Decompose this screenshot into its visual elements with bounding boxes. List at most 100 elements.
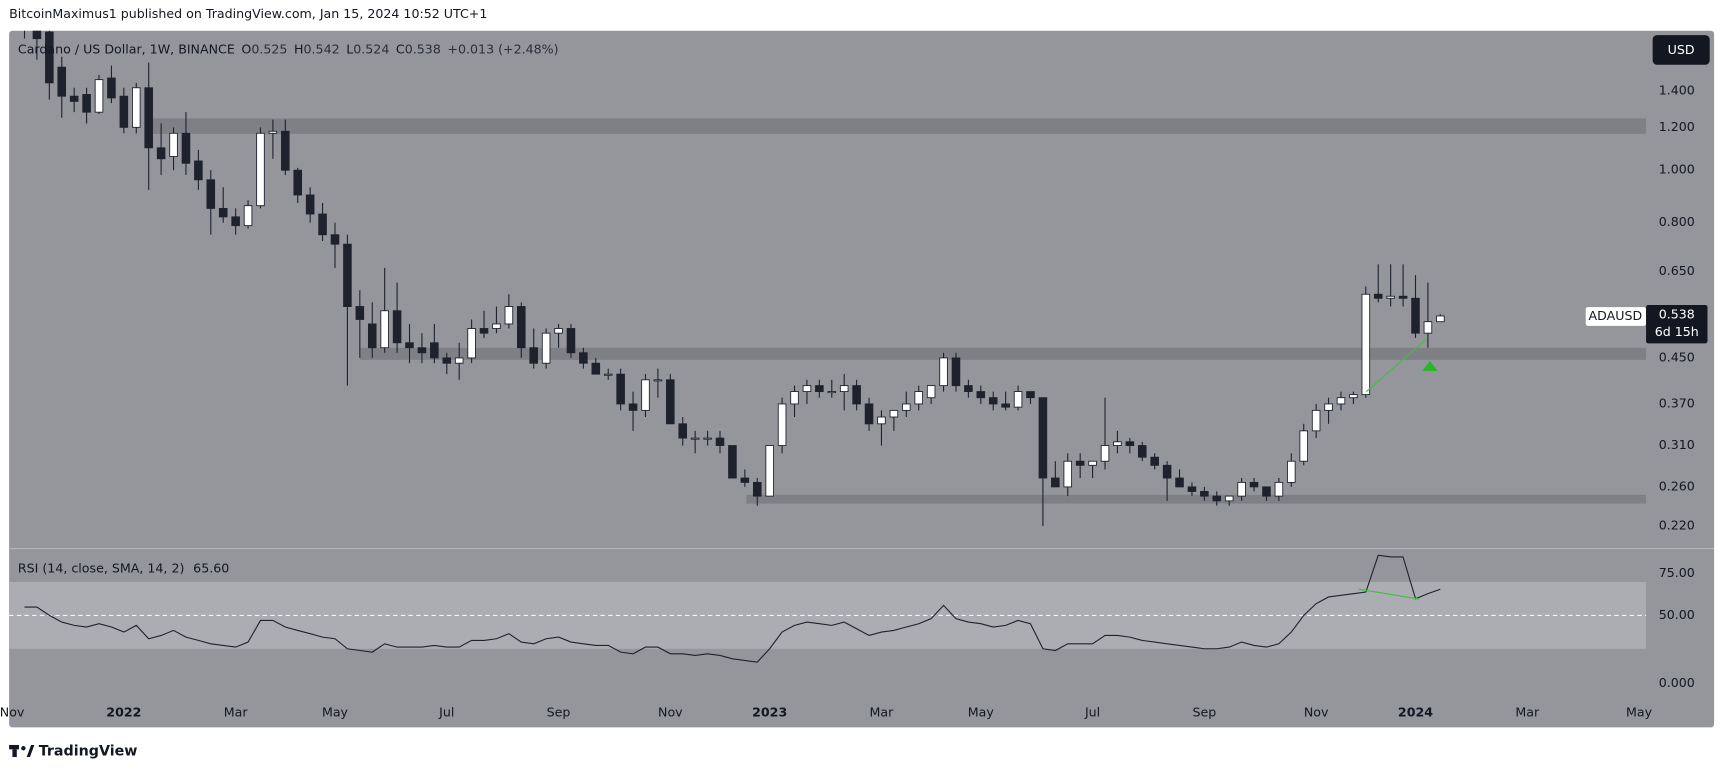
candle-body	[653, 379, 663, 382]
candle-body	[703, 437, 712, 440]
legend-title: Cardano / US Dollar, 1W, BINANCE	[18, 41, 235, 56]
candle-body	[293, 169, 303, 196]
candle-body	[256, 132, 265, 207]
candle-body	[107, 77, 116, 99]
candle-body	[554, 328, 563, 334]
candle-body	[902, 403, 911, 411]
candle-body	[1187, 486, 1197, 492]
bullish-arrow	[1422, 360, 1438, 371]
chart-background	[9, 30, 1715, 728]
candle-body	[1311, 409, 1321, 432]
rsi-plot	[24, 554, 1441, 663]
candle-body	[281, 130, 290, 171]
rsi-title: RSI (14, close, SMA, 14, 2)	[18, 560, 185, 575]
candle-body	[1150, 456, 1159, 466]
rsi-tick-label: 75.00	[1659, 565, 1695, 580]
price-plot	[23, 30, 1445, 527]
candle-body	[119, 95, 129, 128]
y-tick-label: 0.650	[1659, 263, 1695, 278]
candle-body	[529, 347, 538, 364]
x-tick-label: 2022	[106, 705, 141, 720]
y-tick-label: 1.400	[1659, 83, 1695, 98]
candle-body	[616, 373, 625, 405]
candle-body	[1249, 481, 1259, 488]
logo-shape	[12, 749, 17, 758]
candle-body	[479, 328, 489, 334]
candle-body	[666, 379, 675, 425]
logo-shape	[21, 746, 26, 751]
candle-body	[827, 391, 837, 394]
candle-body	[231, 216, 240, 227]
candle-body	[45, 31, 54, 84]
candle-body	[1299, 430, 1309, 462]
y-tick-label: 0.310	[1659, 437, 1695, 452]
candle-body	[144, 87, 153, 149]
candle-body	[392, 310, 402, 344]
candle-body	[1100, 445, 1110, 462]
candle-body	[131, 87, 141, 128]
candle-body	[1423, 321, 1433, 334]
rsi-line	[24, 554, 1441, 663]
candle-body	[1088, 460, 1097, 466]
candle-body	[405, 342, 414, 349]
candle-body	[790, 391, 799, 405]
candle-body	[181, 132, 191, 164]
candle-body	[1287, 460, 1296, 483]
candle-body	[430, 342, 439, 359]
candle-body	[194, 160, 203, 181]
symbol-tag	[1585, 307, 1647, 326]
candle-body	[715, 437, 725, 446]
y-tick-label: 0.370	[1659, 395, 1695, 410]
candle-body	[1237, 481, 1246, 497]
candle-body	[206, 179, 216, 209]
candle-body	[504, 306, 514, 325]
candle-body	[877, 416, 886, 425]
ohlc-letter: C	[396, 41, 405, 56]
x-tick-label: Nov	[0, 705, 25, 720]
candle-body	[815, 385, 824, 393]
candle-body	[32, 30, 42, 40]
candle-body	[678, 423, 688, 439]
candle-body	[976, 391, 986, 399]
rsi-tick-label: 50.00	[1659, 607, 1695, 622]
candle-body	[268, 130, 278, 134]
candle-body	[1113, 441, 1122, 446]
y-tick-label: 1.000	[1659, 162, 1695, 177]
y-tick-label: 1.200	[1659, 119, 1695, 134]
candle-body	[1224, 495, 1234, 502]
candle-body	[169, 132, 178, 157]
countdown: 6d 15h	[1655, 324, 1699, 339]
candle-body	[603, 373, 613, 376]
candle-body	[305, 194, 315, 215]
rsi-legend: RSI (14, close, SMA, 14, 2) 65.60	[18, 560, 229, 575]
candle-body	[802, 385, 812, 393]
logo-shape	[9, 744, 19, 750]
candle-body	[951, 357, 961, 387]
candle-body	[1001, 403, 1010, 408]
footer-brand: TradingView	[39, 744, 138, 760]
ohlc-letter: L	[346, 41, 353, 56]
currency-button[interactable]	[1652, 35, 1710, 65]
x-tick-label: Sep	[1192, 705, 1216, 720]
currency-label[interactable]: USD	[1668, 42, 1695, 57]
candle-body	[591, 362, 601, 375]
ohlc-value: 0.538	[405, 41, 441, 56]
change: +0.013 (+2.48%)	[447, 41, 558, 56]
candle-body	[1398, 295, 1408, 299]
y-tick-label: 0.800	[1659, 214, 1695, 229]
candle-body	[1361, 293, 1371, 396]
candle-body	[1137, 445, 1147, 458]
ohlc-value: 0.524	[353, 41, 389, 56]
x-tick-label: May	[322, 705, 349, 720]
candle-body	[343, 243, 352, 307]
candle-body	[94, 79, 104, 113]
candle-body	[926, 385, 936, 399]
candle-body	[454, 357, 464, 364]
candle-body	[579, 352, 588, 364]
candle-body	[1336, 397, 1346, 405]
candle-body	[330, 234, 340, 245]
legend: Cardano / US Dollar, 1W, BINANCE O0.525 H0…	[18, 41, 559, 56]
candle-body	[1349, 394, 1358, 399]
